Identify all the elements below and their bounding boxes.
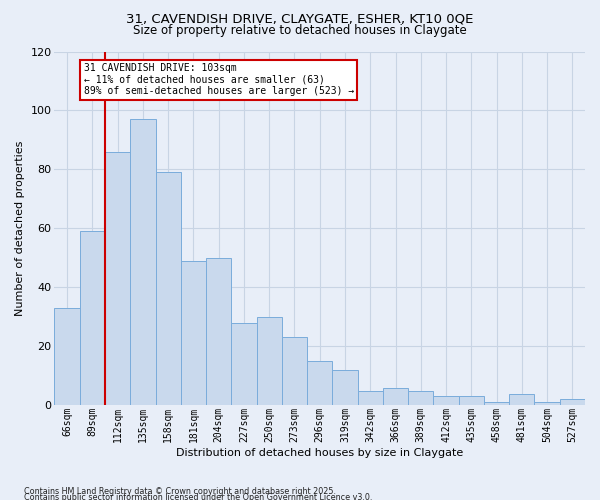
Bar xyxy=(130,120,155,406)
Text: Contains HM Land Registry data © Crown copyright and database right 2025.: Contains HM Land Registry data © Crown c… xyxy=(24,487,336,496)
Bar xyxy=(257,317,282,406)
Bar xyxy=(232,323,257,406)
Y-axis label: Number of detached properties: Number of detached properties xyxy=(15,140,25,316)
Bar xyxy=(383,388,408,406)
Bar xyxy=(509,394,535,406)
Text: 31 CAVENDISH DRIVE: 103sqm
← 11% of detached houses are smaller (63)
89% of semi: 31 CAVENDISH DRIVE: 103sqm ← 11% of deta… xyxy=(83,64,354,96)
Bar xyxy=(155,172,181,406)
Bar xyxy=(433,396,458,406)
Text: Size of property relative to detached houses in Claygate: Size of property relative to detached ho… xyxy=(133,24,467,37)
X-axis label: Distribution of detached houses by size in Claygate: Distribution of detached houses by size … xyxy=(176,448,463,458)
Bar xyxy=(307,361,332,406)
Text: 31, CAVENDISH DRIVE, CLAYGATE, ESHER, KT10 0QE: 31, CAVENDISH DRIVE, CLAYGATE, ESHER, KT… xyxy=(127,12,473,26)
Bar xyxy=(408,390,433,406)
Bar xyxy=(332,370,358,406)
Bar xyxy=(484,402,509,406)
Bar xyxy=(458,396,484,406)
Text: Contains public sector information licensed under the Open Government Licence v3: Contains public sector information licen… xyxy=(24,494,373,500)
Bar xyxy=(181,261,206,406)
Bar xyxy=(282,338,307,406)
Bar xyxy=(560,400,585,406)
Bar xyxy=(80,232,105,406)
Bar xyxy=(535,402,560,406)
Bar xyxy=(206,258,232,406)
Bar xyxy=(105,152,130,406)
Bar xyxy=(358,390,383,406)
Bar xyxy=(55,308,80,406)
